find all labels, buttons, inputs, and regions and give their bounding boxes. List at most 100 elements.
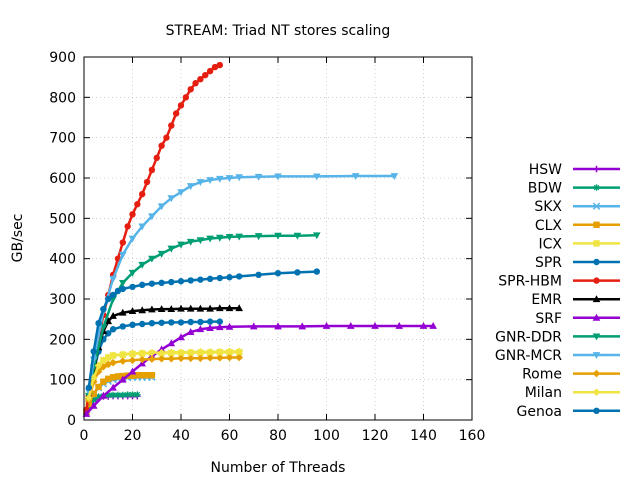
data-point [197,276,204,283]
y-tick-label: 400 [49,252,76,268]
data-point [90,396,97,404]
data-point [206,67,214,75]
legend-label: SKX [534,199,562,215]
data-point [192,80,199,87]
data-point [313,268,320,275]
data-point [158,142,165,149]
data-point [100,305,107,313]
y-tick-label: 500 [49,211,76,227]
data-point [89,401,98,409]
data-point [157,354,166,363]
data-point [346,322,355,329]
data-point [139,190,146,198]
data-point [95,320,102,327]
data-point [168,122,175,129]
data-point [148,255,156,263]
legend-marker [593,165,600,173]
legend-marker [593,407,600,414]
data-point [235,304,243,312]
data-point [109,374,117,381]
legend-label: HSW [529,162,562,178]
y-tick-label: 700 [49,131,76,147]
legend-item: ICX [539,236,620,252]
legend-item: SPR-HBM [498,274,620,290]
data-point [124,223,131,230]
y-tick-label: 800 [49,90,76,106]
legend-item: HSW [529,162,620,178]
data-point [138,355,146,364]
data-point [206,304,214,312]
data-point [254,233,263,241]
data-point [138,261,146,269]
data-point [95,393,102,400]
legend-label: EMR [531,292,562,308]
data-point [143,178,151,186]
x-tick-label: 160 [459,428,486,444]
legend-item: EMR [531,292,620,308]
legend-item: SPR [535,255,620,271]
data-point [197,75,204,83]
data-point [105,330,112,337]
data-point [167,245,176,253]
data-point [138,306,146,314]
data-point [216,318,223,325]
data-point [206,177,214,185]
legend-marker [593,221,600,228]
data-point [196,179,205,187]
data-point [298,322,307,330]
data-point [168,319,175,326]
legend-label: SPR-HBM [498,274,562,290]
legend-item: SKX [534,199,620,215]
data-point [235,347,243,356]
data-point [100,378,107,385]
x-tick-label: 100 [313,428,340,444]
legend-marker [592,333,601,341]
data-point [109,311,117,319]
data-point [109,383,117,391]
data-point [128,367,137,375]
data-point [197,318,204,326]
data-point [187,277,194,284]
data-point [119,239,127,246]
data-point [293,232,302,240]
data-point [119,285,127,293]
legend-marker [592,202,601,210]
data-point [94,361,103,370]
data-point [95,383,102,391]
series-gnr-mcr [85,173,399,396]
data-point [351,173,360,180]
data-point [119,357,127,365]
data-point [157,305,166,312]
data-point [157,203,166,211]
data-point [186,354,195,363]
data-point [216,234,224,242]
data-point [216,175,224,183]
data-point [177,102,185,109]
data-point [274,173,282,181]
data-point [129,321,136,329]
legend-label: GNR-DDR [495,329,562,345]
x-axis-label: Number of Threads [211,460,346,476]
series-milan [85,347,243,402]
data-point [177,241,185,249]
data-point [419,322,428,329]
data-point [119,375,127,383]
data-point [90,390,97,397]
x-tick-label: 80 [269,428,287,444]
data-point [236,273,243,280]
data-point [167,354,176,363]
plot-border [83,56,473,421]
data-point [148,305,156,313]
data-point [186,238,195,246]
data-point [216,348,224,356]
data-point [104,353,113,362]
data-point [128,269,137,277]
data-point [216,354,224,362]
data-point [119,308,127,316]
legend-marker [592,352,601,359]
data-point [124,391,131,398]
data-point [128,356,137,365]
data-point [206,324,214,331]
legend-label: ICX [539,236,563,252]
data-point [186,348,195,357]
